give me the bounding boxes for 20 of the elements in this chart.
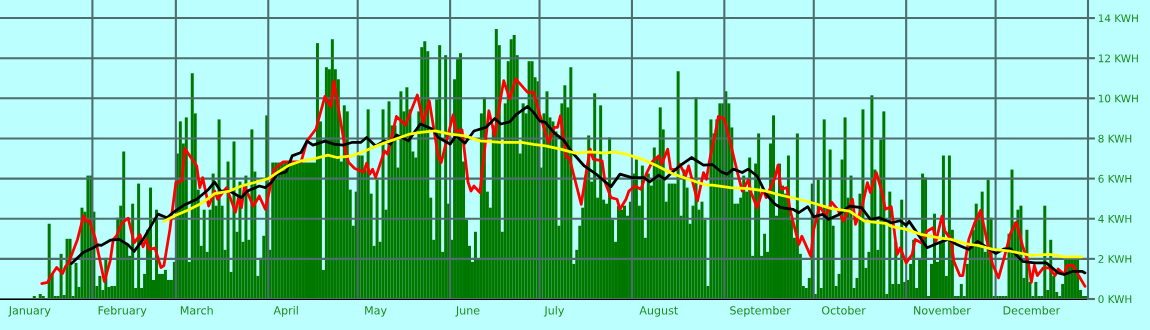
y-tick-label: 14 KWH [1098, 14, 1138, 23]
x-tick-label: December [1003, 305, 1061, 315]
x-tick-label: May [365, 306, 387, 317]
y-tick-label: 10 KWH [1098, 94, 1138, 103]
x-tick-label: August [639, 306, 678, 317]
y-tick-label: 6 KWH [1098, 174, 1132, 183]
x-tick-label: November [914, 305, 971, 315]
y-tick-label: 2 KWH [1098, 255, 1132, 263]
y-tick-label: 4 KWH [1098, 215, 1132, 223]
x-tick-label: March [180, 305, 213, 315]
y-tick-label: 0 KWH [1098, 295, 1132, 304]
x-tick-label: February [98, 305, 147, 317]
x-tick-label: September [730, 305, 791, 317]
x-tick-label: October [821, 305, 866, 315]
x-tick-label: April [273, 305, 298, 317]
x-tick-label: January [8, 306, 51, 317]
x-tick-label: June [455, 306, 480, 317]
y-tick-label: 12 KWH [1098, 54, 1138, 63]
y-tick-label: 8 KWH [1098, 134, 1132, 143]
x-tick-label: July [543, 305, 565, 317]
